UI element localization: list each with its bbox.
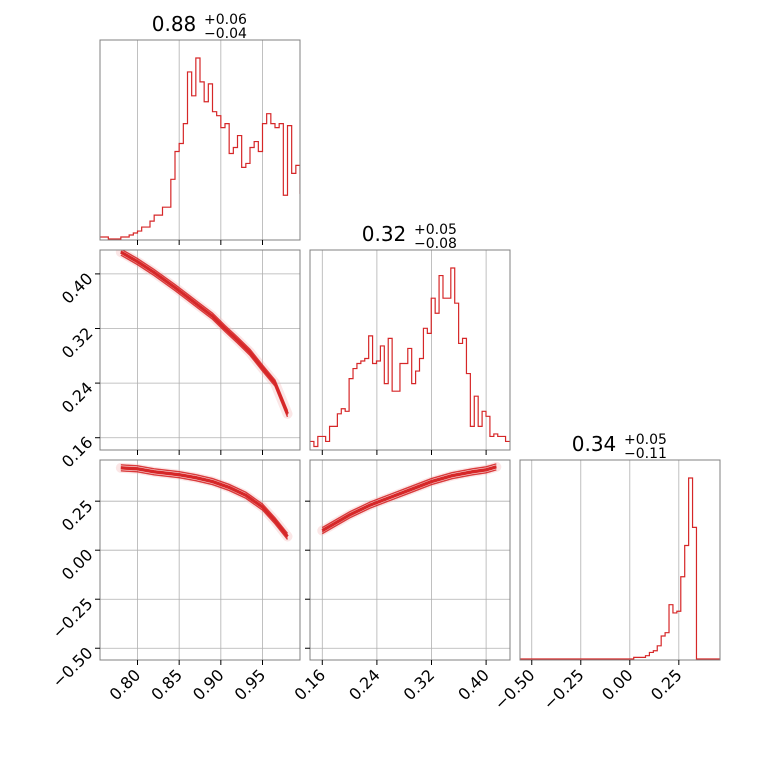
x-tick-label-p1: 0.40 xyxy=(454,665,493,704)
contour-line xyxy=(120,464,289,534)
contour-line xyxy=(120,470,289,540)
contour-line xyxy=(121,250,289,412)
x-tick-label-p1: 0.16 xyxy=(290,665,329,704)
x-tick-label-p2: 0.25 xyxy=(647,665,686,704)
panel-frame-10 xyxy=(99,249,301,451)
x-tick-label-p0: 0.85 xyxy=(147,665,186,704)
panel-frame-22 xyxy=(519,459,721,661)
contour-line xyxy=(120,254,289,418)
x-tick-label-p0: 0.90 xyxy=(189,665,228,704)
param-title-2: 0.34 xyxy=(572,432,617,456)
panel-frame-11 xyxy=(309,249,511,451)
x-tick-label-p2: 0.00 xyxy=(598,665,637,704)
contour-line xyxy=(321,469,497,535)
param-err-plus-1: +0.05 xyxy=(414,222,457,238)
y-tick-label-p1: 0.40 xyxy=(58,269,97,308)
x-tick-label-p2: −0.25 xyxy=(540,665,588,713)
contour-group-20 xyxy=(115,462,293,542)
param-err-minus-0: −0.04 xyxy=(204,26,247,42)
y-tick-label-p1: 0.16 xyxy=(58,433,97,472)
contour-core xyxy=(120,466,289,538)
x-tick-label-p0: 0.95 xyxy=(231,665,270,704)
y-tick-label-p2: 0.25 xyxy=(58,496,97,535)
panel-frame-00 xyxy=(99,39,301,241)
contour-outer xyxy=(317,461,502,536)
histogram-step-22 xyxy=(520,477,720,660)
contour-core xyxy=(321,465,497,532)
panel-frame-20 xyxy=(99,459,301,661)
y-tick-label-p1: 0.24 xyxy=(58,378,97,417)
contour-group-10 xyxy=(115,250,293,419)
param-title-1: 0.32 xyxy=(362,222,407,246)
param-err-plus-2: +0.05 xyxy=(624,432,667,448)
x-tick-label-p2: −0.50 xyxy=(490,665,538,713)
y-tick-label-p1: 0.32 xyxy=(58,324,97,363)
param-err-plus-0: +0.06 xyxy=(204,12,247,28)
y-tick-label-p2: −0.50 xyxy=(48,643,96,691)
contour-line xyxy=(321,463,497,529)
histogram-step-11 xyxy=(310,267,510,448)
param-title-0: 0.88 xyxy=(152,12,197,36)
x-tick-label-p1: 0.32 xyxy=(400,665,439,704)
panel-frame-21 xyxy=(309,459,511,661)
param-err-minus-1: −0.08 xyxy=(414,236,457,252)
contour-core xyxy=(120,250,289,415)
param-err-minus-2: −0.11 xyxy=(624,446,667,462)
y-tick-label-p2: 0.00 xyxy=(58,545,97,584)
y-tick-label-p2: −0.25 xyxy=(48,594,96,642)
contour-group-21 xyxy=(317,461,502,536)
contour-line xyxy=(321,467,497,533)
histogram-step-00 xyxy=(100,57,300,240)
x-tick-label-p0: 0.80 xyxy=(106,665,145,704)
x-tick-label-p1: 0.24 xyxy=(345,665,384,704)
